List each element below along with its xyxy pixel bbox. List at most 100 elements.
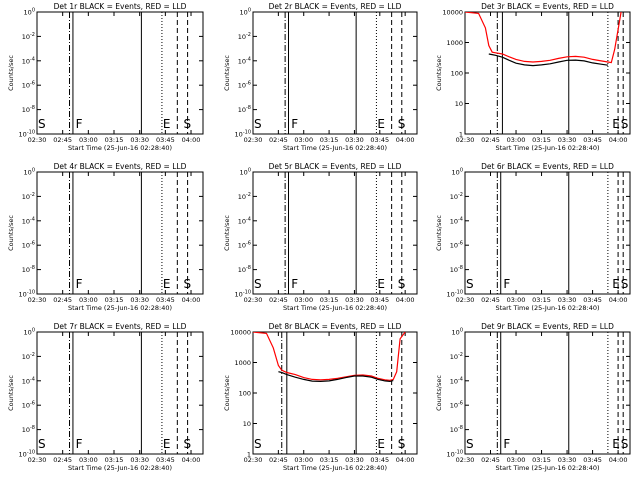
x-tick-label: 03:00 [79, 456, 98, 464]
x-tick-label: 03:00 [294, 456, 313, 464]
x-tick-label: 03:15 [105, 136, 124, 144]
x-tick-label: 03:15 [532, 456, 551, 464]
y-axis-label: Counts/sec [435, 375, 443, 411]
y-tick-label: 100 [240, 8, 251, 17]
panel-title: Det 1r BLACK = Events, RED = LLD [54, 2, 187, 11]
panel-title: Det 3r BLACK = Events, RED = LLD [481, 2, 614, 11]
x-tick-label: 03:00 [507, 296, 526, 304]
x-axis-label: Start Time (25-Jun-16 02:28:40) [283, 464, 387, 472]
x-axis-label: Start Time (25-Jun-16 02:28:40) [496, 304, 600, 312]
y-tick-label: 10-8 [450, 425, 463, 434]
x-axis-label: Start Time (25-Jun-16 02:28:40) [283, 144, 387, 152]
x-tick-label: 02:45 [53, 456, 72, 464]
y-tick-label: 10-2 [22, 32, 35, 41]
marker-e: E [163, 117, 171, 131]
y-tick-label: 10-10 [447, 290, 463, 299]
y-axis-label: Counts/sec [7, 55, 15, 91]
y-tick-label: 10-2 [22, 192, 35, 201]
x-axis-label: Start Time (25-Jun-16 02:28:40) [496, 144, 600, 152]
y-tick-label: 10-4 [450, 216, 463, 225]
y-tick-label: 10-10 [235, 130, 251, 139]
x-tick-label: 02:45 [481, 456, 500, 464]
panel-det-2: Det 2r BLACK = Events, RED = LLD 100 10-2 1… [223, 2, 418, 152]
x-tick-label: 03:15 [320, 136, 339, 144]
marker-s: S [621, 437, 629, 451]
panel-title: Det 2r BLACK = Events, RED = LLD [269, 2, 402, 11]
marker-f: F [76, 277, 83, 291]
x-tick-label: 03:30 [130, 296, 149, 304]
marker-s: S [183, 117, 191, 131]
x-tick-label: 03:30 [558, 456, 577, 464]
y-tick-label: 10-4 [22, 56, 35, 65]
plot-frame [252, 171, 418, 295]
y-tick-label: 10-8 [450, 265, 463, 274]
marker-e: E [377, 437, 385, 451]
x-tick-label: 03:30 [558, 136, 577, 144]
y-tick-label: 10-10 [19, 130, 35, 139]
x-tick-label: 04:00 [609, 136, 628, 144]
marker-f: F [503, 437, 510, 451]
y-tick-label: 10-4 [238, 56, 251, 65]
x-tick-label: 04:00 [182, 456, 201, 464]
x-tick-label: 03:30 [345, 296, 364, 304]
x-tick-label: 03:45 [583, 456, 602, 464]
panel-title: Det 9r BLACK = Events, RED = LLD [481, 322, 614, 331]
x-tick-label: 04:00 [396, 296, 415, 304]
y-tick-label: 10 [455, 100, 463, 108]
x-axis-label: Start Time (25-Jun-16 02:28:40) [68, 304, 172, 312]
x-tick-label: 03:45 [583, 136, 602, 144]
y-tick-label: 10-8 [22, 105, 35, 114]
x-tick-label: 02:45 [269, 296, 288, 304]
marker-e: E [377, 117, 385, 131]
series-lld [253, 332, 406, 381]
panel-title: Det 8r BLACK = Events, RED = LLD [269, 322, 402, 331]
x-tick-label: 03:00 [79, 296, 98, 304]
x-tick-label: 02:45 [269, 456, 288, 464]
marker-e: E [163, 277, 171, 291]
x-tick-label: 03:15 [532, 296, 551, 304]
marker-s: S [398, 117, 406, 131]
panel-det-1: Det 1r BLACK = Events, RED = LLD 100 10-2 1… [7, 2, 204, 152]
y-tick-label: 10-2 [238, 192, 251, 201]
y-tick-label: 10-8 [238, 105, 251, 114]
x-tick-label: 03:45 [156, 296, 175, 304]
marker-f: F [291, 277, 298, 291]
x-tick-label: 03:00 [294, 136, 313, 144]
y-tick-label: 10-8 [22, 425, 35, 434]
panel-det-9: Det 9r BLACK = Events, RED = LLD 100 10-2 1… [435, 322, 631, 472]
marker-s: S [466, 437, 474, 451]
marker-e: E [612, 437, 620, 451]
marker-s: S [254, 437, 262, 451]
x-tick-label: 02:30 [244, 456, 263, 464]
x-tick-label: 03:15 [105, 456, 124, 464]
y-tick-label: 10-8 [238, 265, 251, 274]
x-tick-label: 02:45 [53, 296, 72, 304]
x-axis-label: Start Time (25-Jun-16 02:28:40) [283, 304, 387, 312]
x-axis-label: Start Time (25-Jun-16 02:28:40) [68, 144, 172, 152]
y-tick-label: 10-10 [19, 450, 35, 459]
x-tick-label: 02:30 [456, 456, 475, 464]
y-axis-label: Counts/sec [435, 215, 443, 251]
y-tick-label: 10-2 [450, 352, 463, 361]
x-tick-label: 03:30 [558, 296, 577, 304]
x-tick-label: 04:00 [609, 296, 628, 304]
y-tick-label: 10-6 [238, 81, 251, 90]
marker-s: S [254, 117, 262, 131]
marker-s: S [398, 437, 406, 451]
x-tick-label: 04:00 [396, 456, 415, 464]
y-tick-label: 10-2 [22, 352, 35, 361]
y-axis-label: Counts/sec [223, 375, 231, 411]
x-tick-label: 03:00 [507, 136, 526, 144]
x-tick-label: 02:45 [53, 136, 72, 144]
y-tick-label: 10-6 [450, 241, 463, 250]
x-tick-label: 02:30 [244, 136, 263, 144]
x-tick-label: 02:30 [456, 136, 475, 144]
x-tick-label: 03:00 [294, 296, 313, 304]
marker-s: S [183, 277, 191, 291]
y-tick-label: 100 [24, 328, 35, 337]
y-tick-label: 100 [24, 8, 35, 17]
plot-frame [252, 331, 418, 455]
x-axis-label: Start Time (25-Jun-16 02:28:40) [496, 464, 600, 472]
x-tick-label: 03:00 [79, 136, 98, 144]
